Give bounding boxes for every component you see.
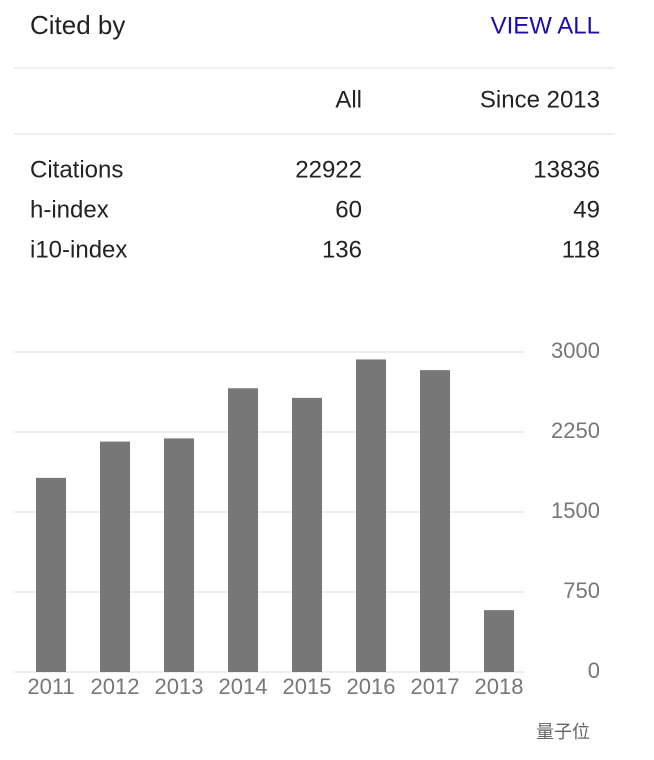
cell-value: 60 [335,196,362,223]
column-header: Since 2013 [480,86,600,113]
bar [100,441,130,672]
x-tick-label: 2012 [91,674,140,699]
view-all-link[interactable]: VIEW ALL [491,12,600,39]
x-tick-label: 2018 [475,674,524,699]
bar [292,397,322,672]
cell-value: 49 [573,196,600,223]
x-tick-label: 2015 [283,674,332,699]
x-tick-label: 2011 [27,674,74,699]
bar [420,370,450,672]
bar [356,359,386,672]
row-label: Citations [30,156,123,183]
cell-value: 13836 [533,156,600,183]
panel-title: Cited by [30,10,125,40]
bar [228,388,258,672]
x-tick-label: 2016 [347,674,396,699]
column-header: All [335,86,362,113]
watermark: 量子位 [536,722,590,742]
bar [36,477,66,672]
x-tick-label: 2014 [219,674,268,699]
row-label: h-index [30,196,109,223]
y-tick-label: 0 [588,658,600,683]
x-tick-label: 2013 [155,674,204,699]
bar [484,610,514,672]
row-label: i10-index [30,236,127,263]
bar [164,438,194,672]
x-tick-label: 2017 [411,674,460,699]
y-tick-label: 1500 [551,498,600,523]
y-tick-label: 3000 [551,338,600,363]
cell-value: 22922 [295,156,362,183]
cell-value: 136 [322,236,362,263]
y-tick-label: 2250 [551,418,600,443]
y-tick-label: 750 [563,578,600,603]
cell-value: 118 [562,236,600,263]
